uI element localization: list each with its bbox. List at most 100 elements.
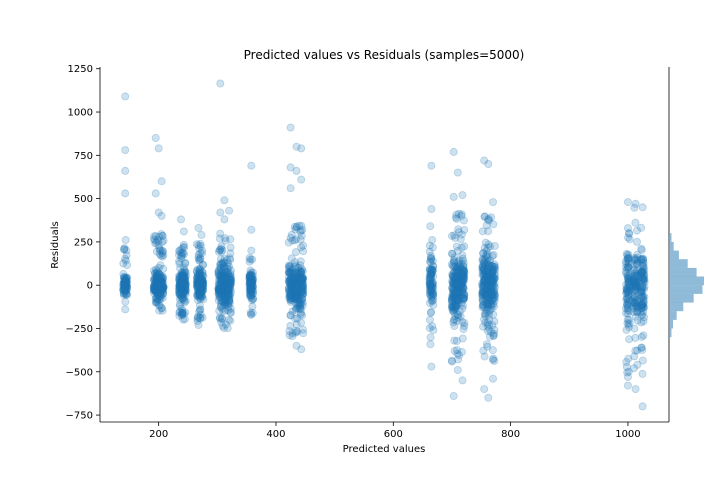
scatter-point <box>150 269 159 278</box>
scatter-point <box>197 275 206 284</box>
scatter-point <box>428 268 437 277</box>
scatter-point <box>488 374 497 383</box>
y-tick-label: 1250 <box>68 64 93 75</box>
scatter-point <box>224 315 233 324</box>
scatter-point <box>198 282 207 291</box>
scatter-point <box>194 291 203 300</box>
scatter-point <box>487 213 496 222</box>
scatter-point <box>155 277 164 286</box>
scatter-point <box>177 280 186 289</box>
scatter-point <box>152 267 161 276</box>
scatter-point <box>121 146 130 155</box>
scatter-point <box>177 248 186 257</box>
scatter-point <box>178 278 187 287</box>
scatter-point <box>152 279 161 288</box>
scatter-point <box>121 285 130 294</box>
scatter-point <box>153 272 162 281</box>
scatter-point <box>195 281 204 290</box>
scatter-point <box>197 246 206 255</box>
scatter-point <box>181 281 190 290</box>
scatter-point <box>120 278 129 287</box>
scatter-point <box>194 265 203 274</box>
scatter-point <box>195 313 204 322</box>
scatter-point <box>286 184 295 193</box>
scatter-point <box>155 306 164 315</box>
chart-title: Predicted values vs Residuals (samples=5… <box>244 48 525 62</box>
scatter-point <box>155 295 164 304</box>
histogram-bar <box>670 233 672 242</box>
scatter-point <box>299 329 308 338</box>
y-tick-label: 500 <box>74 194 93 205</box>
scatter-point <box>196 314 205 323</box>
scatter-point <box>180 277 189 286</box>
scatter-point <box>155 278 164 287</box>
scatter-point <box>155 283 164 292</box>
scatter-point <box>153 284 162 293</box>
scatter-point <box>152 271 161 280</box>
scatter-point <box>193 285 202 294</box>
scatter-point <box>198 280 207 289</box>
scatter-point <box>157 283 166 292</box>
scatter-point <box>197 271 206 280</box>
scatter-point <box>196 284 205 293</box>
scatter-point <box>155 282 164 291</box>
scatter-point <box>152 287 161 296</box>
scatter-point <box>181 258 190 267</box>
scatter-point <box>180 285 189 294</box>
scatter-point <box>247 290 256 299</box>
scatter-point <box>194 320 203 329</box>
scatter-point <box>157 272 166 281</box>
scatter-point <box>460 318 469 327</box>
scatter-point <box>427 307 436 316</box>
scatter-point <box>181 308 190 317</box>
histogram-bar <box>670 328 672 338</box>
scatter-point <box>427 362 436 371</box>
scatter-point <box>195 279 204 288</box>
scatter-point <box>122 277 131 286</box>
scatter-point <box>120 285 129 294</box>
scatter-point <box>192 268 201 277</box>
scatter-point <box>177 310 186 319</box>
scatter-point <box>193 281 202 290</box>
scatter-point <box>157 279 166 288</box>
scatter-point <box>158 277 167 286</box>
scatter-point <box>177 304 186 313</box>
scatter-point <box>178 272 187 281</box>
scatter-point <box>195 277 204 286</box>
scatter-point <box>195 279 204 288</box>
scatter-point <box>176 278 185 287</box>
scatter-point <box>199 281 208 290</box>
scatter-point <box>178 278 187 287</box>
scatter-point <box>195 270 204 279</box>
scatter-point <box>247 225 256 234</box>
scatter-point <box>151 287 160 296</box>
scatter-point <box>178 285 187 294</box>
scatter-point <box>122 273 131 282</box>
scatter-point <box>154 280 163 289</box>
scatter-point <box>198 283 207 292</box>
scatter-point <box>176 272 185 281</box>
scatter-point <box>178 279 187 288</box>
scatter-point <box>159 283 168 292</box>
scatter-point <box>225 254 234 263</box>
histogram-bar <box>670 311 677 320</box>
scatter-point <box>153 284 162 293</box>
scatter-point <box>153 281 162 290</box>
scatter-point <box>180 278 189 287</box>
histogram-bar <box>670 319 673 329</box>
scatter-point <box>196 279 205 288</box>
scatter-point <box>155 270 164 279</box>
scatter-point <box>198 288 207 297</box>
scatter-point <box>216 288 225 297</box>
scatter-point <box>119 269 128 278</box>
scatter-point <box>155 286 164 295</box>
scatter-point <box>195 274 204 283</box>
scatter-point <box>214 280 223 289</box>
scatter-point <box>625 235 634 244</box>
scatter-point <box>181 273 190 282</box>
scatter-point <box>150 286 159 295</box>
scatter-point <box>151 285 160 294</box>
scatter-point <box>177 284 186 293</box>
scatter-point <box>155 286 164 295</box>
scatter-point <box>192 273 201 282</box>
